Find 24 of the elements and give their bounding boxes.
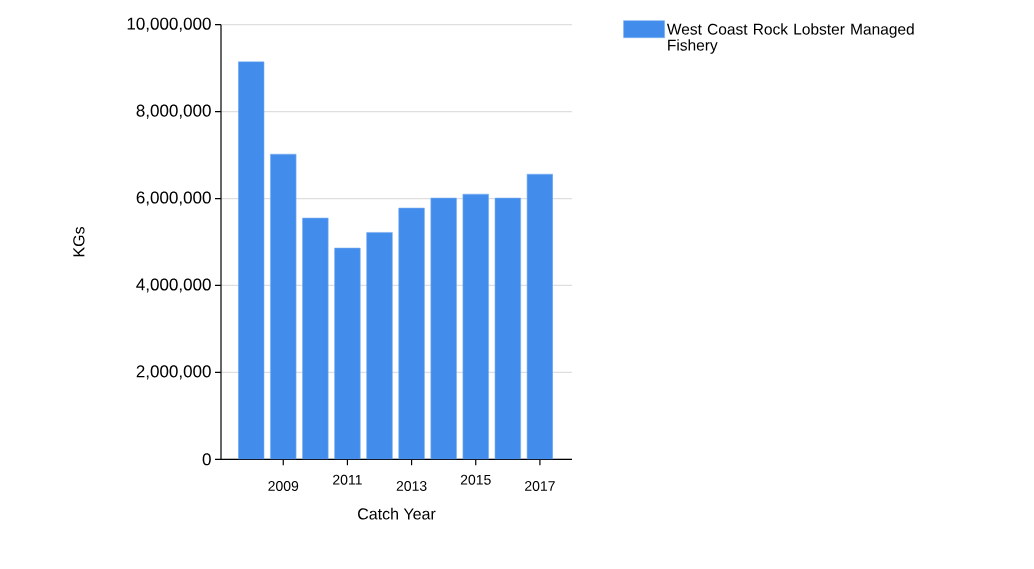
y-tick-label: 0: [202, 453, 211, 466]
bar: [334, 247, 361, 460]
x-tick-label: 2017: [525, 481, 555, 491]
bar: [398, 207, 425, 460]
bar: [430, 197, 457, 460]
bar: [302, 217, 329, 460]
x-tick-label: 2015: [460, 474, 491, 485]
x-tick-label: 2009: [268, 481, 299, 491]
legend-label: West Coast Rock Lobster Managed Fishery: [666, 23, 914, 54]
y-tick-label: 2,000,000: [136, 365, 211, 380]
y-tick-label: 6,000,000: [136, 191, 211, 206]
bar: [526, 173, 554, 460]
x-tick-label: 2013: [396, 481, 427, 491]
y-tick-label: 10,000,000: [127, 17, 211, 32]
y-axis-title: KGs: [73, 227, 85, 257]
bar: [238, 61, 265, 460]
bar: [462, 193, 489, 460]
bar: [494, 197, 521, 460]
y-tick-label: 8,000,000: [136, 104, 211, 119]
x-tick-label: 2011: [333, 474, 362, 485]
y-tick-label: 4,000,000: [136, 278, 211, 293]
bar: [366, 232, 393, 460]
x-axis-title: Catch Year: [358, 507, 436, 520]
bar: [270, 153, 297, 460]
